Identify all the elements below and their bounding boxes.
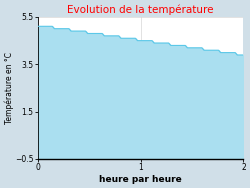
X-axis label: heure par heure: heure par heure <box>99 175 182 184</box>
Title: Evolution de la température: Evolution de la température <box>67 4 214 15</box>
Y-axis label: Température en °C: Température en °C <box>4 52 14 124</box>
